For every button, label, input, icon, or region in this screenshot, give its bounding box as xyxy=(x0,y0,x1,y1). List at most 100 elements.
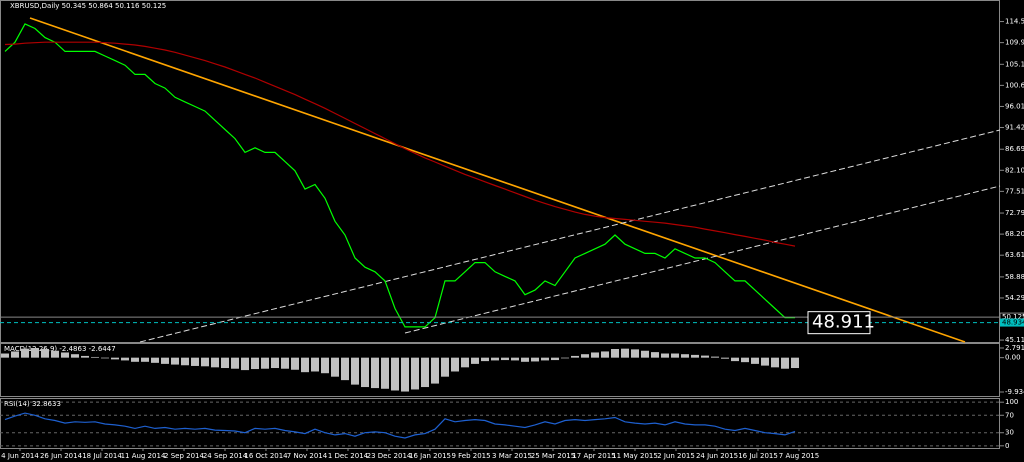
histogram-bar xyxy=(741,357,749,363)
histogram-bar xyxy=(591,352,599,358)
histogram-bar xyxy=(301,357,309,373)
x-tick-label: 9 Feb 2015 xyxy=(451,452,490,460)
histogram-bar xyxy=(551,357,559,361)
macd-title: MACD(12,26,9) -2.4863 -2.6447 xyxy=(4,345,116,353)
x-tick-label: 26 Jun 2014 xyxy=(40,452,83,460)
histogram-bar xyxy=(401,357,409,392)
y-tick-label: 105.190 xyxy=(1005,60,1024,68)
rsi-pane xyxy=(0,398,1000,449)
y-tick-label: 0.00 xyxy=(1005,354,1021,362)
histogram-bar xyxy=(131,357,139,362)
histogram-bar xyxy=(161,357,169,364)
histogram-bar xyxy=(781,357,789,369)
x-tick-label: 16 Jul 2015 xyxy=(738,452,778,460)
y-tick-label: 72.790 xyxy=(1005,209,1024,217)
pane-frames xyxy=(0,0,1000,449)
histogram-bar xyxy=(451,357,459,372)
channel-line xyxy=(139,129,1001,343)
histogram-bar xyxy=(601,351,609,358)
histogram-bar xyxy=(321,357,329,374)
histogram-bar xyxy=(31,347,39,358)
histogram-bar xyxy=(621,348,629,358)
x-tick-label: 18 Jul 2014 xyxy=(82,452,122,460)
macd-pane xyxy=(0,343,1000,397)
histogram-bar xyxy=(421,357,429,388)
histogram-bar xyxy=(221,357,229,369)
histogram-bar xyxy=(231,357,239,369)
y-tick-label: 2.7915 xyxy=(1005,344,1024,352)
price-line xyxy=(4,23,795,328)
x-tick-label: 16 Oct 2014 xyxy=(244,452,288,460)
histogram-bar xyxy=(261,357,269,369)
trend-line xyxy=(29,17,966,343)
histogram-bar xyxy=(681,354,689,358)
ask-label: 48.934 xyxy=(1002,319,1024,327)
histogram-bar xyxy=(641,350,649,358)
histogram-bar xyxy=(101,357,109,359)
x-tick-label: 7 Aug 2015 xyxy=(779,452,819,460)
y-tick-label: 63.610 xyxy=(1005,251,1024,259)
histogram-bar xyxy=(631,349,639,358)
histogram-bar xyxy=(411,357,419,390)
x-tick-label: 23 Dec 2014 xyxy=(367,452,412,460)
histogram-bar xyxy=(41,349,49,358)
histogram-bar xyxy=(611,349,619,358)
histogram-bar xyxy=(291,357,299,370)
histogram-bar xyxy=(771,357,779,368)
histogram-bar xyxy=(571,355,579,358)
histogram-bar xyxy=(651,352,659,358)
histogram-bar xyxy=(351,357,359,385)
price-line xyxy=(4,41,796,247)
x-tick-label: 7 Nov 2014 xyxy=(287,452,328,460)
histogram-bar xyxy=(751,357,759,364)
y-tick-label: -9.9346 xyxy=(1005,388,1024,396)
y-tick-label: 96.010 xyxy=(1005,102,1024,110)
y-tick-label: 58.885 xyxy=(1005,273,1024,281)
histogram-bar xyxy=(391,357,399,391)
histogram-bar xyxy=(121,357,129,361)
channel-line xyxy=(404,185,1001,334)
histogram-bar xyxy=(201,357,209,367)
histogram-bar xyxy=(141,357,149,362)
y-tick-label: 77.515 xyxy=(1005,187,1024,195)
histogram-bar xyxy=(341,357,349,381)
histogram-bar xyxy=(271,357,279,369)
x-tick-label: 4 Jun 2014 xyxy=(1,452,39,460)
x-tick-label: 11 Aug 2014 xyxy=(121,452,166,460)
histogram-bar xyxy=(761,357,769,366)
histogram-bar xyxy=(61,352,69,358)
price-pane xyxy=(0,0,1000,343)
histogram-bar xyxy=(211,357,219,368)
histogram-bar xyxy=(361,357,369,388)
y-tick-label: 0 xyxy=(1005,442,1009,450)
y-tick-label: 100 xyxy=(1005,398,1018,406)
y-tick-label: 70 xyxy=(1005,411,1014,419)
histogram-bar xyxy=(441,357,449,377)
y-tick-label: 82.105 xyxy=(1005,166,1024,174)
histogram-bar xyxy=(171,357,179,365)
histogram-bar xyxy=(431,357,439,384)
bid-label: 50.125 xyxy=(1002,313,1024,321)
histogram-bar xyxy=(461,357,469,368)
histogram-bar xyxy=(791,357,799,369)
histogram-bar xyxy=(731,357,739,362)
histogram-bar xyxy=(561,357,569,359)
histogram-bar xyxy=(471,357,479,364)
x-tick-label: 2 Sep 2014 xyxy=(164,452,204,460)
x-tick-label: 17 Apr 2015 xyxy=(572,452,615,460)
histogram-bar xyxy=(331,357,339,377)
x-tick-label: 2 Jun 2015 xyxy=(657,452,695,460)
histogram-bar xyxy=(1,353,9,358)
histogram-bar xyxy=(151,357,159,363)
histogram-bar xyxy=(541,357,549,361)
histogram-bar xyxy=(661,353,669,358)
histogram-bar xyxy=(711,356,719,358)
histogram-bar xyxy=(481,357,489,362)
histogram-bar xyxy=(91,356,99,358)
trend-lines xyxy=(29,17,1001,343)
ask-box xyxy=(1000,318,1024,327)
histogram-bar xyxy=(581,354,589,358)
histogram-bar xyxy=(491,357,499,361)
y-tick-label: 54.295 xyxy=(1005,294,1024,302)
y-tick-label: 114.505 xyxy=(1005,18,1024,26)
